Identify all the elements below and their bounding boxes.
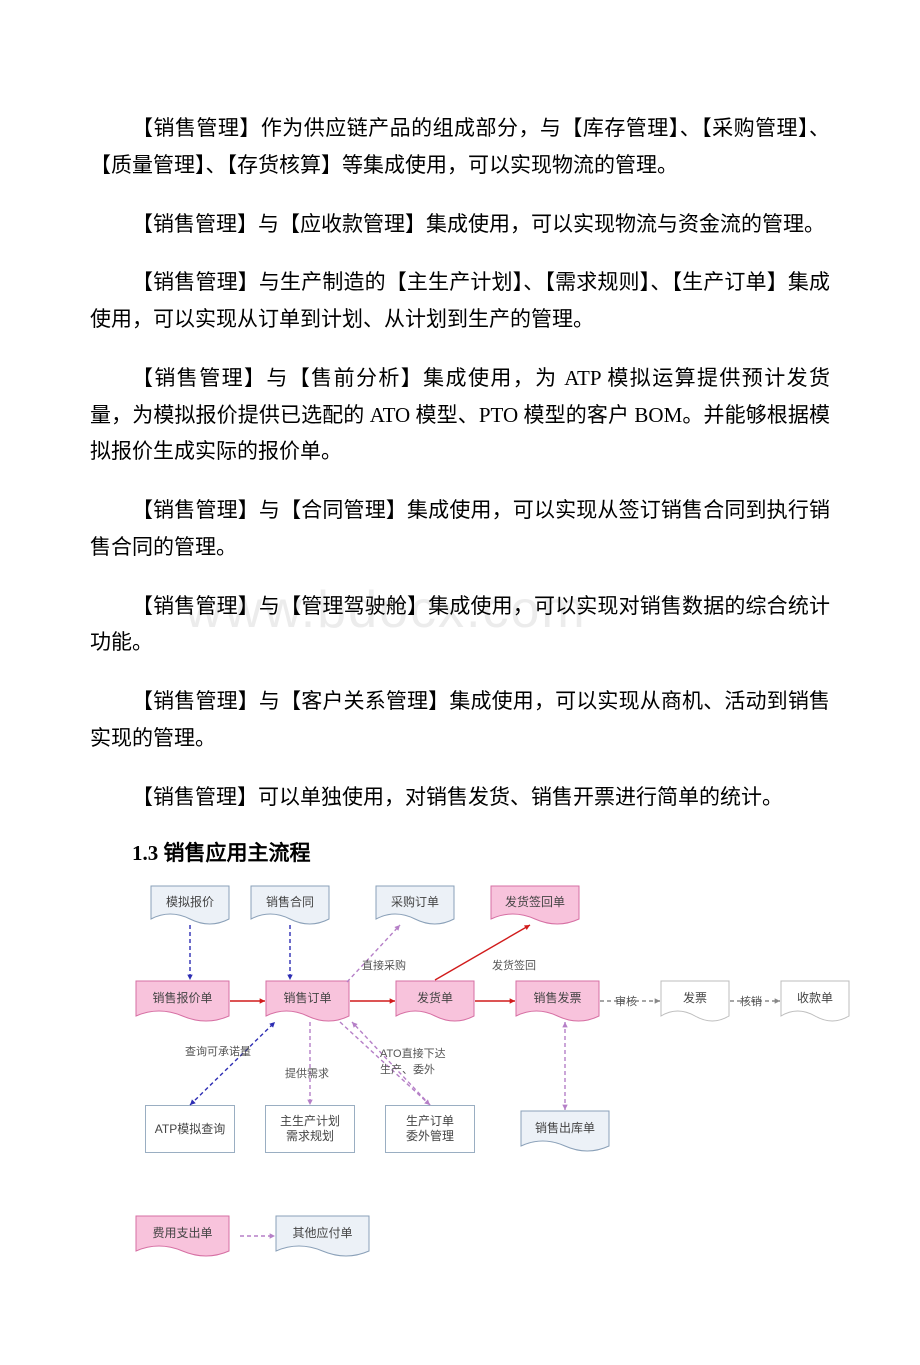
paragraph-8: 【销售管理】可以单独使用，对销售发货、销售开票进行简单的统计。 xyxy=(90,779,830,816)
flow-label-ato: ATO直接下达生产、委外 xyxy=(380,1045,446,1077)
paragraph-3: 【销售管理】与生产制造的【主生产计划】、【需求规则】、【生产订单】集成使用，可以… xyxy=(90,264,830,338)
paragraph-7: 【销售管理】与【客户关系管理】集成使用，可以实现从商机、活动到销售实现的管理。 xyxy=(90,683,830,757)
paragraph-1: 【销售管理】作为供应链产品的组成部分，与【库存管理】、【采购管理】、【质量管理】… xyxy=(90,110,830,184)
sales-flowchart: 模拟报价 销售合同 采购订单 发货签回单 销售报价单 销售订单 发货单 销售发票… xyxy=(100,885,840,1325)
flow-label-cxcn: 查询可承诺量 xyxy=(185,1043,251,1059)
flow-label-sh: 审核 xyxy=(615,993,637,1009)
paragraph-5: 【销售管理】与【合同管理】集成使用，可以实现从签订销售合同到执行销售合同的管理。 xyxy=(90,492,830,566)
flow-label-hx: 核销 xyxy=(740,993,762,1009)
paragraph-2: 【销售管理】与【应收款管理】集成使用，可以实现物流与资金流的管理。 xyxy=(90,206,830,243)
paragraph-6: 【销售管理】与【管理驾驶舱】集成使用，可以实现对销售数据的综合统计功能。 xyxy=(90,588,830,662)
section-heading: 1.3 销售应用主流程 xyxy=(90,837,830,867)
flow-label-fhqh: 发货签回 xyxy=(492,957,536,973)
flow-label-zjcg: 直接采购 xyxy=(362,957,406,973)
flow-label-txxq: 提供需求 xyxy=(285,1065,329,1081)
flow-arrows xyxy=(100,885,860,1285)
paragraph-4: 【销售管理】与【售前分析】集成使用，为 ATP 模拟运算提供预计发货量，为模拟报… xyxy=(90,360,830,470)
